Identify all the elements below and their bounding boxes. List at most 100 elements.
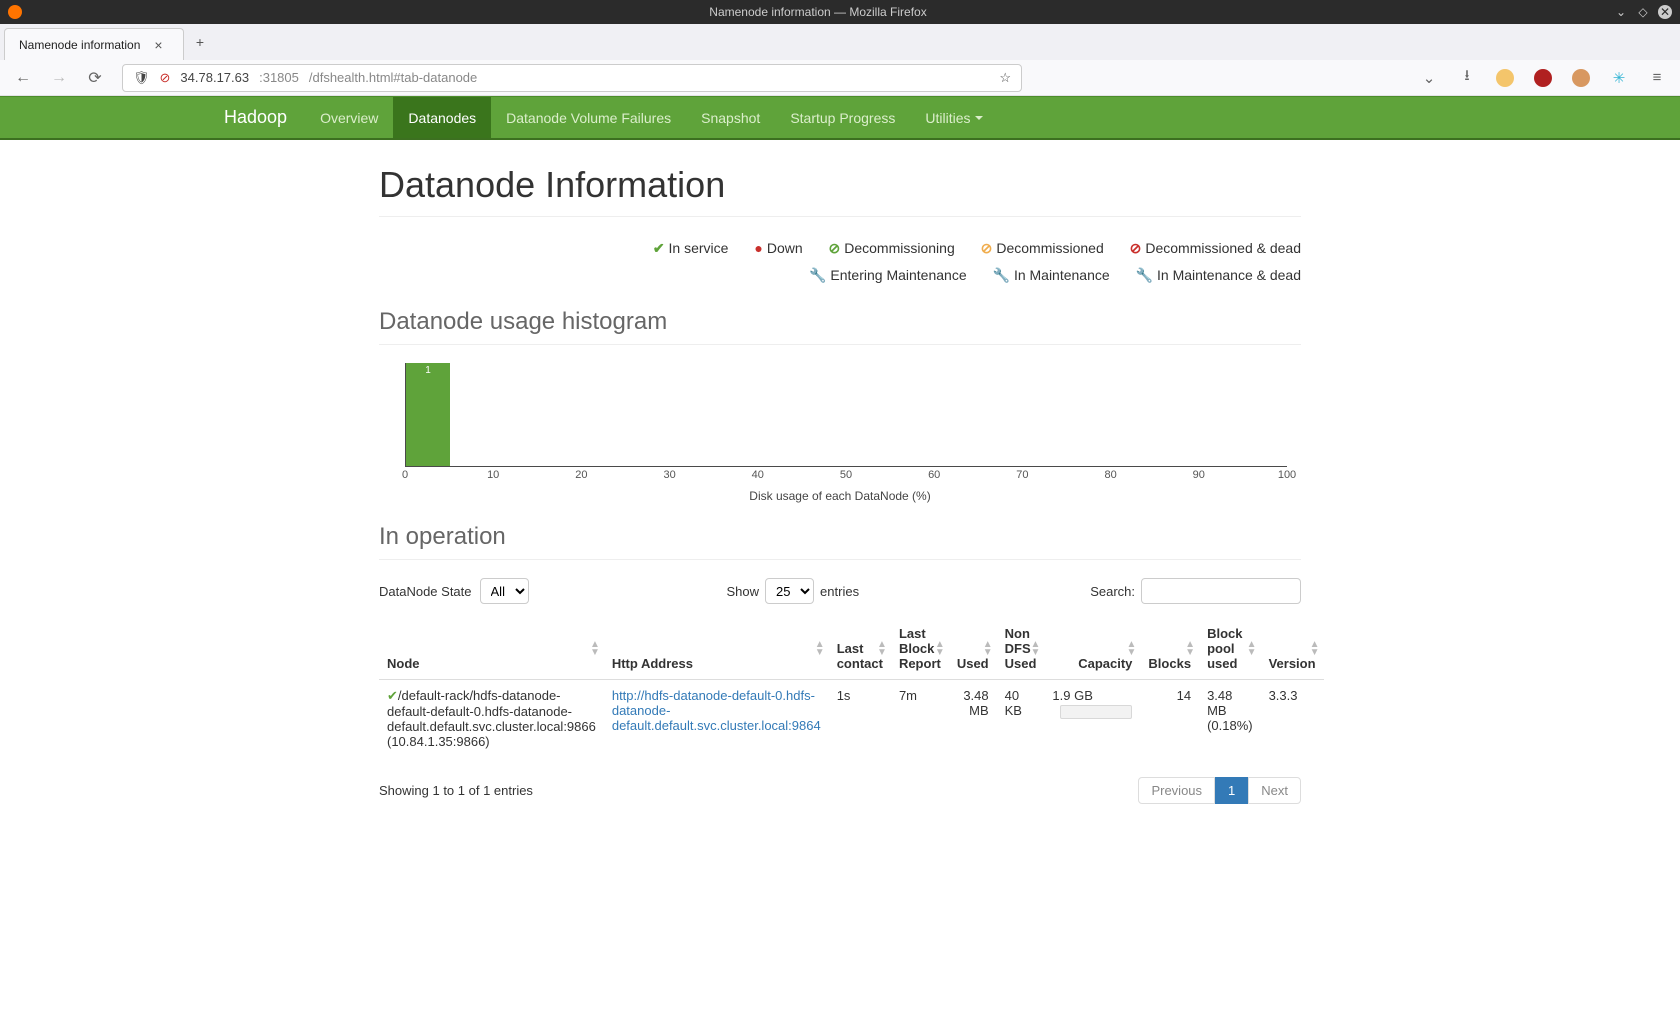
datanode-table: Node▲▼ Http Address▲▼ Last contact▲▼ Las… (379, 618, 1324, 757)
extension-icon-2[interactable] (1572, 69, 1590, 87)
browser-tab[interactable]: Namenode information × (4, 28, 184, 60)
sort-icon: ▲▼ (815, 641, 825, 657)
tick: 0 (402, 469, 408, 481)
cell-non-dfs-used: 40 KB (997, 680, 1045, 758)
legend-in-maintenance-dead: In Maintenance & dead (1157, 267, 1301, 283)
legend-down: Down (767, 240, 803, 256)
show-label: Show (727, 584, 760, 599)
pagination-previous[interactable]: Previous (1138, 777, 1215, 804)
col-blocks[interactable]: Blocks▲▼ (1140, 618, 1199, 680)
table-row: ✔/default-rack/hdfs-datanode-default-def… (379, 680, 1324, 758)
col-last-contact[interactable]: Last contact▲▼ (829, 618, 891, 680)
sort-icon: ▲▼ (1310, 641, 1320, 657)
cell-last-contact: 1s (829, 680, 891, 758)
url-bar[interactable]: 🛡 ⊘ 34.78.17.63:31805/dfshealth.html#tab… (122, 64, 1022, 92)
nav-datanodes[interactable]: Datanodes (393, 97, 491, 138)
bookmark-star-icon[interactable]: ☆ (999, 70, 1011, 86)
entries-label: entries (820, 584, 859, 599)
decommissioned-dead-icon: ⊘ (1130, 240, 1142, 256)
pagination-next[interactable]: Next (1248, 777, 1301, 804)
chevron-down-icon (975, 116, 983, 120)
browser-tab-title: Namenode information (19, 38, 140, 52)
state-filter-select[interactable]: All (480, 578, 529, 604)
hadoop-brand[interactable]: Hadoop (224, 97, 305, 138)
col-http[interactable]: Http Address▲▼ (604, 618, 829, 680)
cell-used: 3.48 MB (949, 680, 997, 758)
window-titlebar: Namenode information — Mozilla Firefox ⌄… (0, 0, 1680, 24)
table-info: Showing 1 to 1 of 1 entries (379, 783, 533, 798)
cell-node: /default-rack/hdfs-datanode-default-defa… (387, 688, 596, 749)
histogram-plot-area: 1 (405, 363, 1287, 467)
sort-icon: ▲▼ (1247, 641, 1257, 657)
shield-icon: 🛡 (133, 70, 150, 86)
col-non-dfs-used[interactable]: Non DFS Used▲▼ (997, 618, 1045, 680)
nav-utilities[interactable]: Utilities (910, 97, 997, 138)
nav-overview[interactable]: Overview (305, 97, 393, 138)
nav-volume-failures[interactable]: Datanode Volume Failures (491, 97, 686, 138)
tick: 20 (575, 469, 587, 481)
ublock-icon[interactable] (1534, 69, 1552, 87)
col-node[interactable]: Node▲▼ (379, 618, 604, 680)
col-block-pool-used[interactable]: Block pool used▲▼ (1199, 618, 1261, 680)
browser-tabstrip: Namenode information × + (0, 24, 1680, 60)
sort-icon: ▲▼ (983, 641, 993, 657)
tick: 80 (1104, 469, 1116, 481)
search-input[interactable] (1141, 578, 1301, 604)
check-icon: ✔ (653, 240, 665, 256)
sort-icon: ▲▼ (935, 641, 945, 657)
search-label: Search: (1090, 584, 1135, 599)
legend-in-service: In service (669, 240, 729, 256)
pagination: Previous 1 Next (1138, 777, 1301, 804)
legend-in-maintenance: In Maintenance (1014, 267, 1110, 283)
window-close-icon[interactable]: ✕ (1658, 5, 1672, 19)
col-capacity[interactable]: Capacity▲▼ (1044, 618, 1140, 680)
nav-snapshot[interactable]: Snapshot (686, 97, 775, 138)
sort-icon: ▲▼ (590, 641, 600, 657)
histogram-title: Datanode usage histogram (379, 308, 1301, 336)
downloads-icon[interactable]: ⭳ (1458, 69, 1476, 87)
page-title: Datanode Information (379, 164, 1301, 206)
sort-icon: ▲▼ (877, 641, 887, 657)
new-tab-button[interactable]: + (184, 24, 216, 60)
decommissioning-icon: ⊘ (829, 240, 841, 256)
url-host: 34.78.17.63 (180, 70, 249, 85)
histogram-xlabel: Disk usage of each DataNode (%) (379, 489, 1301, 503)
sort-icon: ▲▼ (1127, 641, 1137, 657)
in-maintenance-dead-icon: 🔧 (1136, 267, 1153, 283)
window-maximize-icon[interactable]: ◇ (1636, 5, 1650, 19)
in-operation-title: In operation (379, 523, 1301, 551)
in-maintenance-icon: 🔧 (993, 267, 1010, 283)
page-length-select[interactable]: 25 (765, 578, 814, 604)
tick: 10 (487, 469, 499, 481)
tab-close-icon[interactable]: × (154, 37, 162, 53)
window-minimize-icon[interactable]: ⌄ (1614, 5, 1628, 19)
table-footer: Showing 1 to 1 of 1 entries Previous 1 N… (379, 777, 1301, 804)
cell-last-block-report: 7m (891, 680, 949, 758)
cell-block-pool-used: 3.48 MB (0.18%) (1199, 680, 1261, 758)
col-version[interactable]: Version▲▼ (1261, 618, 1324, 680)
pagination-page-1[interactable]: 1 (1215, 777, 1248, 804)
col-used[interactable]: Used▲▼ (949, 618, 997, 680)
nav-startup-progress[interactable]: Startup Progress (775, 97, 910, 138)
cell-http-link[interactable]: http://hdfs-datanode-default-0.hdfs-data… (612, 688, 821, 733)
extension-icon-3[interactable]: ✳ (1610, 69, 1628, 87)
state-filter-label: DataNode State (379, 584, 472, 599)
url-port: :31805 (259, 70, 299, 85)
pocket-icon[interactable]: ⌄ (1420, 69, 1438, 87)
col-last-block-report[interactable]: Last Block Report▲▼ (891, 618, 949, 680)
histogram-bar-label: 1 (425, 365, 431, 376)
back-button[interactable]: ← (14, 69, 32, 87)
app-menu-icon[interactable]: ≡ (1648, 69, 1666, 87)
cell-version: 3.3.3 (1261, 680, 1324, 758)
divider (379, 216, 1301, 217)
check-icon: ✔ (387, 688, 398, 703)
extension-icon-1[interactable] (1496, 69, 1514, 87)
sort-icon: ▲▼ (1031, 641, 1041, 657)
tick: 100 (1278, 469, 1296, 481)
divider (379, 559, 1301, 560)
reload-button[interactable]: ⟳ (86, 68, 104, 88)
table-controls: DataNode State All Show 25 entries Searc… (379, 578, 1301, 604)
legend-entering-maintenance: Entering Maintenance (830, 267, 966, 283)
cell-capacity: 1.9 GB (1052, 688, 1092, 703)
capacity-bar (1060, 705, 1132, 719)
